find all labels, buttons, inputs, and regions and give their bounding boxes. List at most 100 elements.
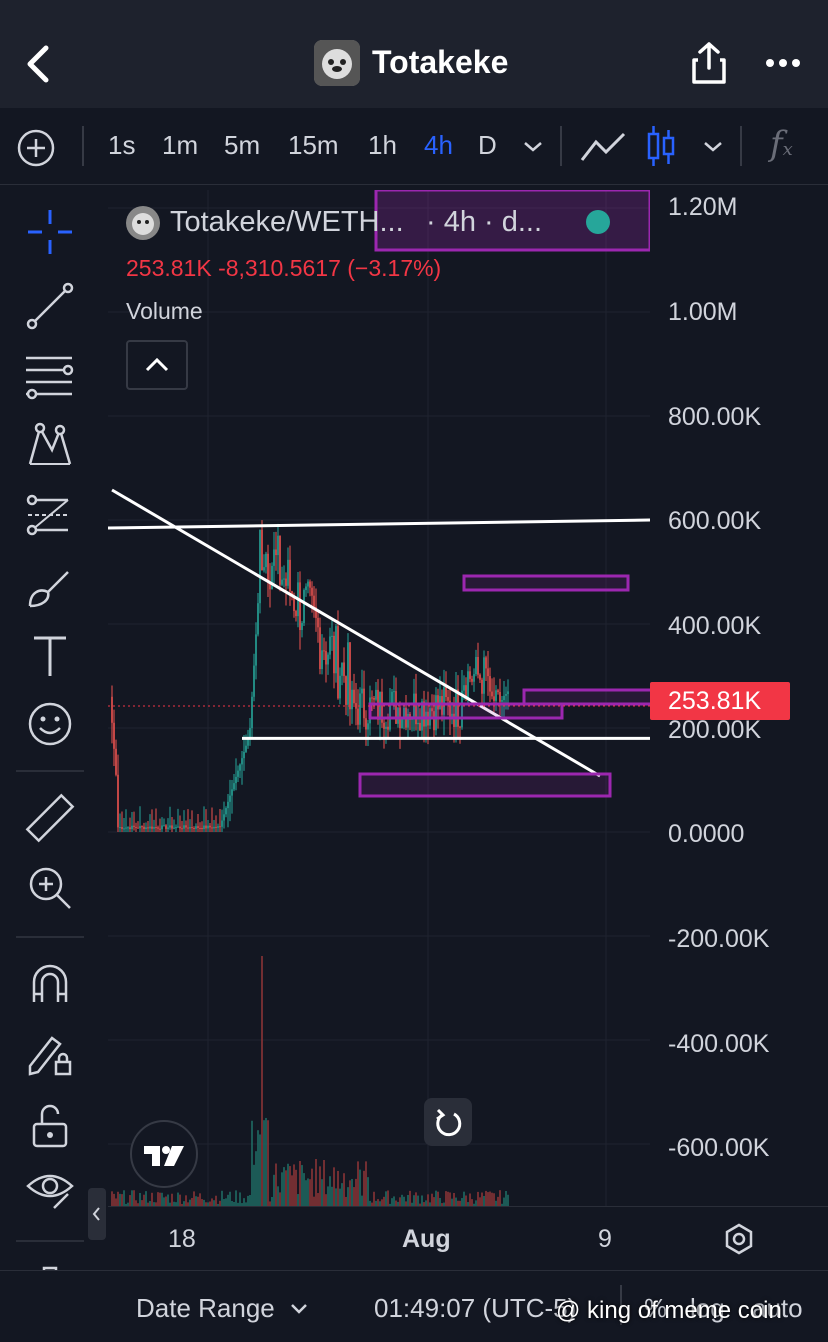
volume-bar — [269, 1201, 271, 1206]
date-range-button[interactable]: Date Range — [136, 1293, 275, 1323]
volume-bar — [505, 1191, 507, 1206]
add-indicator-icon[interactable] — [16, 128, 56, 168]
chevron-down-icon[interactable] — [522, 140, 544, 154]
chart-type-chevron-icon[interactable] — [702, 140, 724, 154]
candle-body — [209, 825, 211, 828]
collapse-legend-button[interactable] — [126, 340, 188, 390]
zoom-in-icon[interactable] — [24, 862, 76, 914]
tab-5m[interactable]: 5m — [224, 130, 261, 160]
emoji-icon[interactable] — [24, 698, 76, 750]
volume-bar — [333, 1167, 335, 1206]
bottom-bar: Date Range 01:49:07 (UTC-5) % log auto @… — [0, 1270, 828, 1342]
lock-drawings-icon[interactable] — [24, 1030, 76, 1082]
volume-bar — [255, 1151, 257, 1206]
chevron-left-icon[interactable] — [24, 44, 54, 84]
volume-bar — [267, 1120, 269, 1206]
volume-bar — [491, 1192, 493, 1206]
tab-1h[interactable]: 1h — [368, 130, 397, 160]
tab-15m[interactable]: 15m — [288, 130, 339, 160]
price-label: -200.00K — [668, 925, 770, 953]
share-icon[interactable] — [690, 40, 728, 86]
candle-body — [211, 827, 213, 829]
candle-body — [269, 583, 271, 590]
candle-body — [401, 717, 403, 729]
pattern-icon[interactable] — [24, 420, 76, 472]
volume-bar — [425, 1200, 427, 1206]
top-bar: Totakeke — [0, 0, 828, 108]
volume-bar — [185, 1195, 187, 1206]
crosshair-icon[interactable] — [24, 206, 76, 258]
legend-price: 253.81K — [126, 255, 212, 281]
percent-toggle[interactable]: % — [644, 1293, 668, 1323]
volume-bar — [327, 1186, 329, 1206]
fib-lines-icon[interactable] — [24, 350, 76, 402]
tab-4h[interactable]: 4h — [424, 130, 453, 160]
candle-body — [115, 748, 117, 775]
legend-change: -8,310.5617 (−3.17%) — [218, 255, 442, 281]
magnet-icon[interactable] — [24, 958, 76, 1010]
volume-bar — [501, 1203, 503, 1206]
trend-line-icon[interactable] — [24, 280, 76, 332]
volume-bar — [373, 1191, 375, 1206]
collapse-sidebar-button[interactable] — [88, 1188, 106, 1240]
price-chart[interactable] — [108, 190, 650, 1206]
volume-bar — [383, 1196, 385, 1206]
candle-body — [347, 642, 349, 705]
fx-icon[interactable]: fx — [770, 124, 793, 164]
volume-bar — [235, 1190, 237, 1206]
candle-body — [443, 687, 445, 715]
volume-bar — [293, 1164, 295, 1206]
volume-bar — [371, 1202, 373, 1206]
clock-timezone[interactable]: 01:49:07 (UTC-5) — [374, 1293, 577, 1323]
price-label: -600.00K — [668, 1134, 770, 1162]
projection-icon[interactable] — [24, 490, 76, 542]
candle-body — [207, 825, 209, 829]
candle-body — [111, 696, 113, 723]
candle-body — [271, 565, 273, 590]
candle-body — [225, 808, 227, 815]
ruler-icon[interactable] — [24, 792, 76, 844]
volume-bar — [213, 1200, 215, 1206]
unlock-icon[interactable] — [24, 1100, 76, 1152]
volume-bar — [321, 1179, 323, 1206]
log-toggle[interactable]: log — [690, 1293, 725, 1323]
tradingview-logo[interactable] — [130, 1120, 198, 1188]
date-range-chevron-icon[interactable] — [290, 1303, 308, 1315]
reset-chart-button[interactable] — [424, 1098, 472, 1146]
candle-body — [463, 685, 465, 691]
legend-pair[interactable]: Totakeke/WETH... — [170, 206, 404, 238]
volume-bar — [325, 1194, 327, 1206]
candle-body — [251, 696, 253, 728]
candle-body — [437, 695, 439, 710]
settings-hexagon-icon[interactable] — [722, 1222, 756, 1256]
candle-body — [227, 801, 229, 809]
volume-bar — [367, 1177, 369, 1206]
eye-icon[interactable] — [24, 1162, 76, 1214]
price-label: 1.00M — [668, 298, 738, 326]
volume-bar — [249, 1195, 251, 1206]
volume-bar — [257, 1130, 259, 1206]
candle-body — [417, 722, 419, 725]
volume-bar — [195, 1196, 197, 1206]
text-icon[interactable] — [24, 630, 76, 682]
volume-bar — [121, 1194, 123, 1206]
tab-1s[interactable]: 1s — [108, 130, 136, 160]
candle-body — [361, 688, 363, 694]
candle-body — [287, 559, 289, 586]
tab-d[interactable]: D — [478, 130, 497, 160]
volume-bar — [153, 1202, 155, 1206]
price-label: 600.00K — [668, 507, 762, 535]
auto-toggle[interactable]: auto — [752, 1293, 803, 1323]
brush-icon[interactable] — [24, 562, 76, 614]
volume-bar — [401, 1194, 403, 1206]
candle-body — [507, 691, 509, 695]
line-chart-icon[interactable] — [580, 130, 626, 164]
candle-body — [477, 656, 479, 675]
chart-pane[interactable] — [108, 190, 650, 1206]
volume-bar — [303, 1173, 305, 1206]
tab-1m[interactable]: 1m — [162, 130, 199, 160]
candle-body — [121, 827, 123, 829]
candles-icon[interactable] — [646, 124, 676, 168]
more-icon[interactable] — [764, 56, 804, 70]
volume-bar — [277, 1186, 279, 1206]
